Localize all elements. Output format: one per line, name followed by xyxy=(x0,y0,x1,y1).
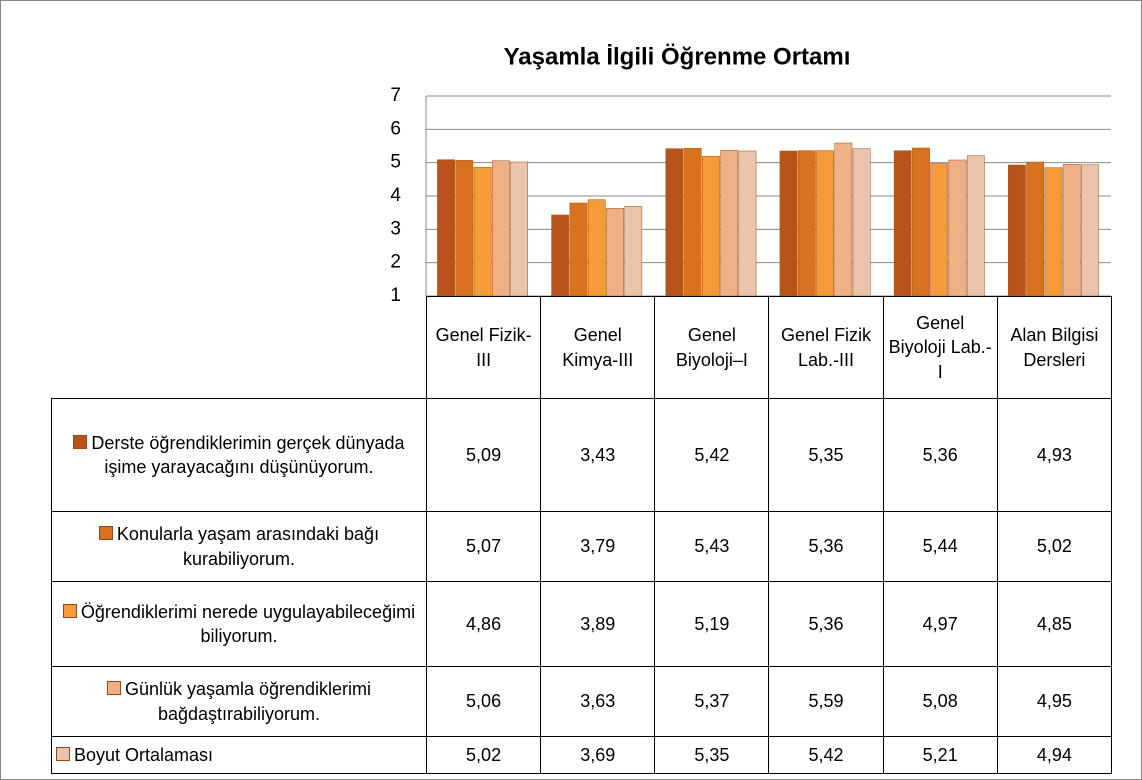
bar xyxy=(587,199,606,297)
bar xyxy=(893,150,912,297)
y-tick-label: 2 xyxy=(390,252,401,273)
value-cell: 5,36 xyxy=(768,511,884,582)
value-cell: 4,93 xyxy=(996,398,1112,512)
data-table: Genel Fizik-III Genel Kimya-III Genel Biyo… xyxy=(51,296,1112,774)
value-cell: 4,94 xyxy=(996,736,1112,774)
bar xyxy=(491,160,510,297)
legend-cell: Derste öğrendiklerimin gerçek dünyada iş… xyxy=(51,398,427,512)
value-cell: 5,36 xyxy=(882,398,998,512)
category-label: Genel Fizik Lab.-III xyxy=(768,296,884,399)
value-cell: 3,63 xyxy=(540,666,656,737)
bar xyxy=(606,208,624,297)
value-cell: 5,08 xyxy=(882,666,998,737)
category-label: Genel Fizik-III xyxy=(425,296,542,399)
category-label: Genel Biyoloji Lab.-I xyxy=(882,296,998,399)
legend-label: Öğrendiklerimi nerede uygulayabileceğimi… xyxy=(80,601,416,646)
bar xyxy=(1008,164,1026,297)
bar xyxy=(1062,164,1081,297)
bar xyxy=(834,142,853,297)
value-cell: 5,44 xyxy=(882,511,998,582)
legend-swatch xyxy=(106,681,121,696)
value-cell: 5,36 xyxy=(768,581,884,667)
chart-title: Yaşamla İlgili Öğrenme Ortamı xyxy=(504,43,851,70)
bar xyxy=(1081,164,1099,297)
bar xyxy=(624,206,643,297)
bar xyxy=(702,156,720,297)
value-cell: 5,06 xyxy=(425,666,542,737)
bar xyxy=(551,214,570,297)
legend-label: Boyut Ortalaması xyxy=(74,744,214,765)
bar xyxy=(948,159,967,297)
bar xyxy=(930,163,949,297)
value-cell: 4,97 xyxy=(882,581,998,667)
y-tick-label: 3 xyxy=(390,218,401,239)
value-cell: 5,35 xyxy=(654,736,770,774)
bar xyxy=(455,160,474,297)
bar xyxy=(510,161,529,297)
bar xyxy=(966,155,985,297)
value-cell: 3,43 xyxy=(540,398,656,512)
header-row: Genel Fizik-III Genel Kimya-III Genel Biyo… xyxy=(51,296,1112,399)
bar xyxy=(665,148,684,297)
data-row: Derste öğrendiklerimin gerçek dünyada iş… xyxy=(51,398,1112,512)
legend-swatch xyxy=(73,434,88,449)
value-cell: 5,59 xyxy=(768,666,884,737)
bar xyxy=(779,150,798,297)
data-row: Günlük yaşamla öğrendiklerimi bağdaştıra… xyxy=(51,666,1112,737)
value-cell: 5,02 xyxy=(425,736,542,774)
value-cell: 5,19 xyxy=(654,581,770,667)
value-cell: 3,69 xyxy=(540,736,656,774)
legend-cell: Günlük yaşamla öğrendiklerimi bağdaştıra… xyxy=(51,666,427,737)
category-label: Genel Kimya-III xyxy=(540,296,656,399)
bar xyxy=(797,150,816,297)
value-cell: 5,42 xyxy=(768,736,884,774)
data-row: Konularla yaşam arasındaki bağı kurabili… xyxy=(51,511,1112,582)
bar xyxy=(1044,167,1063,297)
legend-cell: Boyut Ortalaması xyxy=(51,736,427,774)
category-label: Alan Bilgisi Dersleri xyxy=(996,296,1112,399)
legend-label: Derste öğrendiklerimin gerçek dünyada iş… xyxy=(91,432,405,477)
legend-label: Konularla yaşam arasındaki bağı kurabili… xyxy=(116,524,380,569)
y-tick-label: 4 xyxy=(390,185,401,206)
value-cell: 4,95 xyxy=(996,666,1112,737)
blank-cell xyxy=(51,296,427,399)
value-cell: 3,79 xyxy=(540,511,656,582)
value-cell: 5,35 xyxy=(768,398,884,512)
legend-swatch xyxy=(62,603,77,618)
value-cell: 5,09 xyxy=(425,398,542,512)
legend-swatch xyxy=(56,746,70,761)
bar xyxy=(473,167,492,297)
bar xyxy=(816,150,834,297)
y-tick-label: 1 xyxy=(390,285,401,306)
value-cell: 4,85 xyxy=(996,581,1112,667)
bar xyxy=(683,148,702,297)
value-cell: 5,21 xyxy=(882,736,998,774)
bar xyxy=(569,202,588,297)
bar xyxy=(912,147,930,297)
bar xyxy=(1026,161,1045,297)
data-row: Öğrendiklerimi nerede uygulayabileceğimi… xyxy=(51,581,1112,667)
bar xyxy=(437,159,455,297)
y-tick-label: 7 xyxy=(390,85,401,106)
legend-swatch xyxy=(98,526,113,541)
value-cell: 5,02 xyxy=(996,511,1112,582)
legend-cell: Konularla yaşam arasındaki bağı kurabili… xyxy=(51,511,427,582)
bar xyxy=(720,150,739,297)
value-cell: 5,43 xyxy=(654,511,770,582)
bar xyxy=(738,150,757,297)
legend-cell: Öğrendiklerimi nerede uygulayabileceğimi… xyxy=(51,581,427,667)
bar xyxy=(852,148,871,297)
data-row: Boyut Ortalaması 5,02 3,69 5,35 5,42 5,21 4,94 xyxy=(51,736,1112,774)
value-cell: 3,89 xyxy=(540,581,656,667)
category-label: Genel Biyoloji–I xyxy=(654,296,770,399)
y-tick-label: 6 xyxy=(390,118,401,139)
value-cell: 5,37 xyxy=(654,666,770,737)
y-tick-label: 5 xyxy=(390,152,401,173)
value-cell: 4,86 xyxy=(425,581,542,667)
value-cell: 5,42 xyxy=(654,398,770,512)
value-cell: 5,07 xyxy=(425,511,542,582)
legend-label: Günlük yaşamla öğrendiklerimi bağdaştıra… xyxy=(124,679,372,724)
